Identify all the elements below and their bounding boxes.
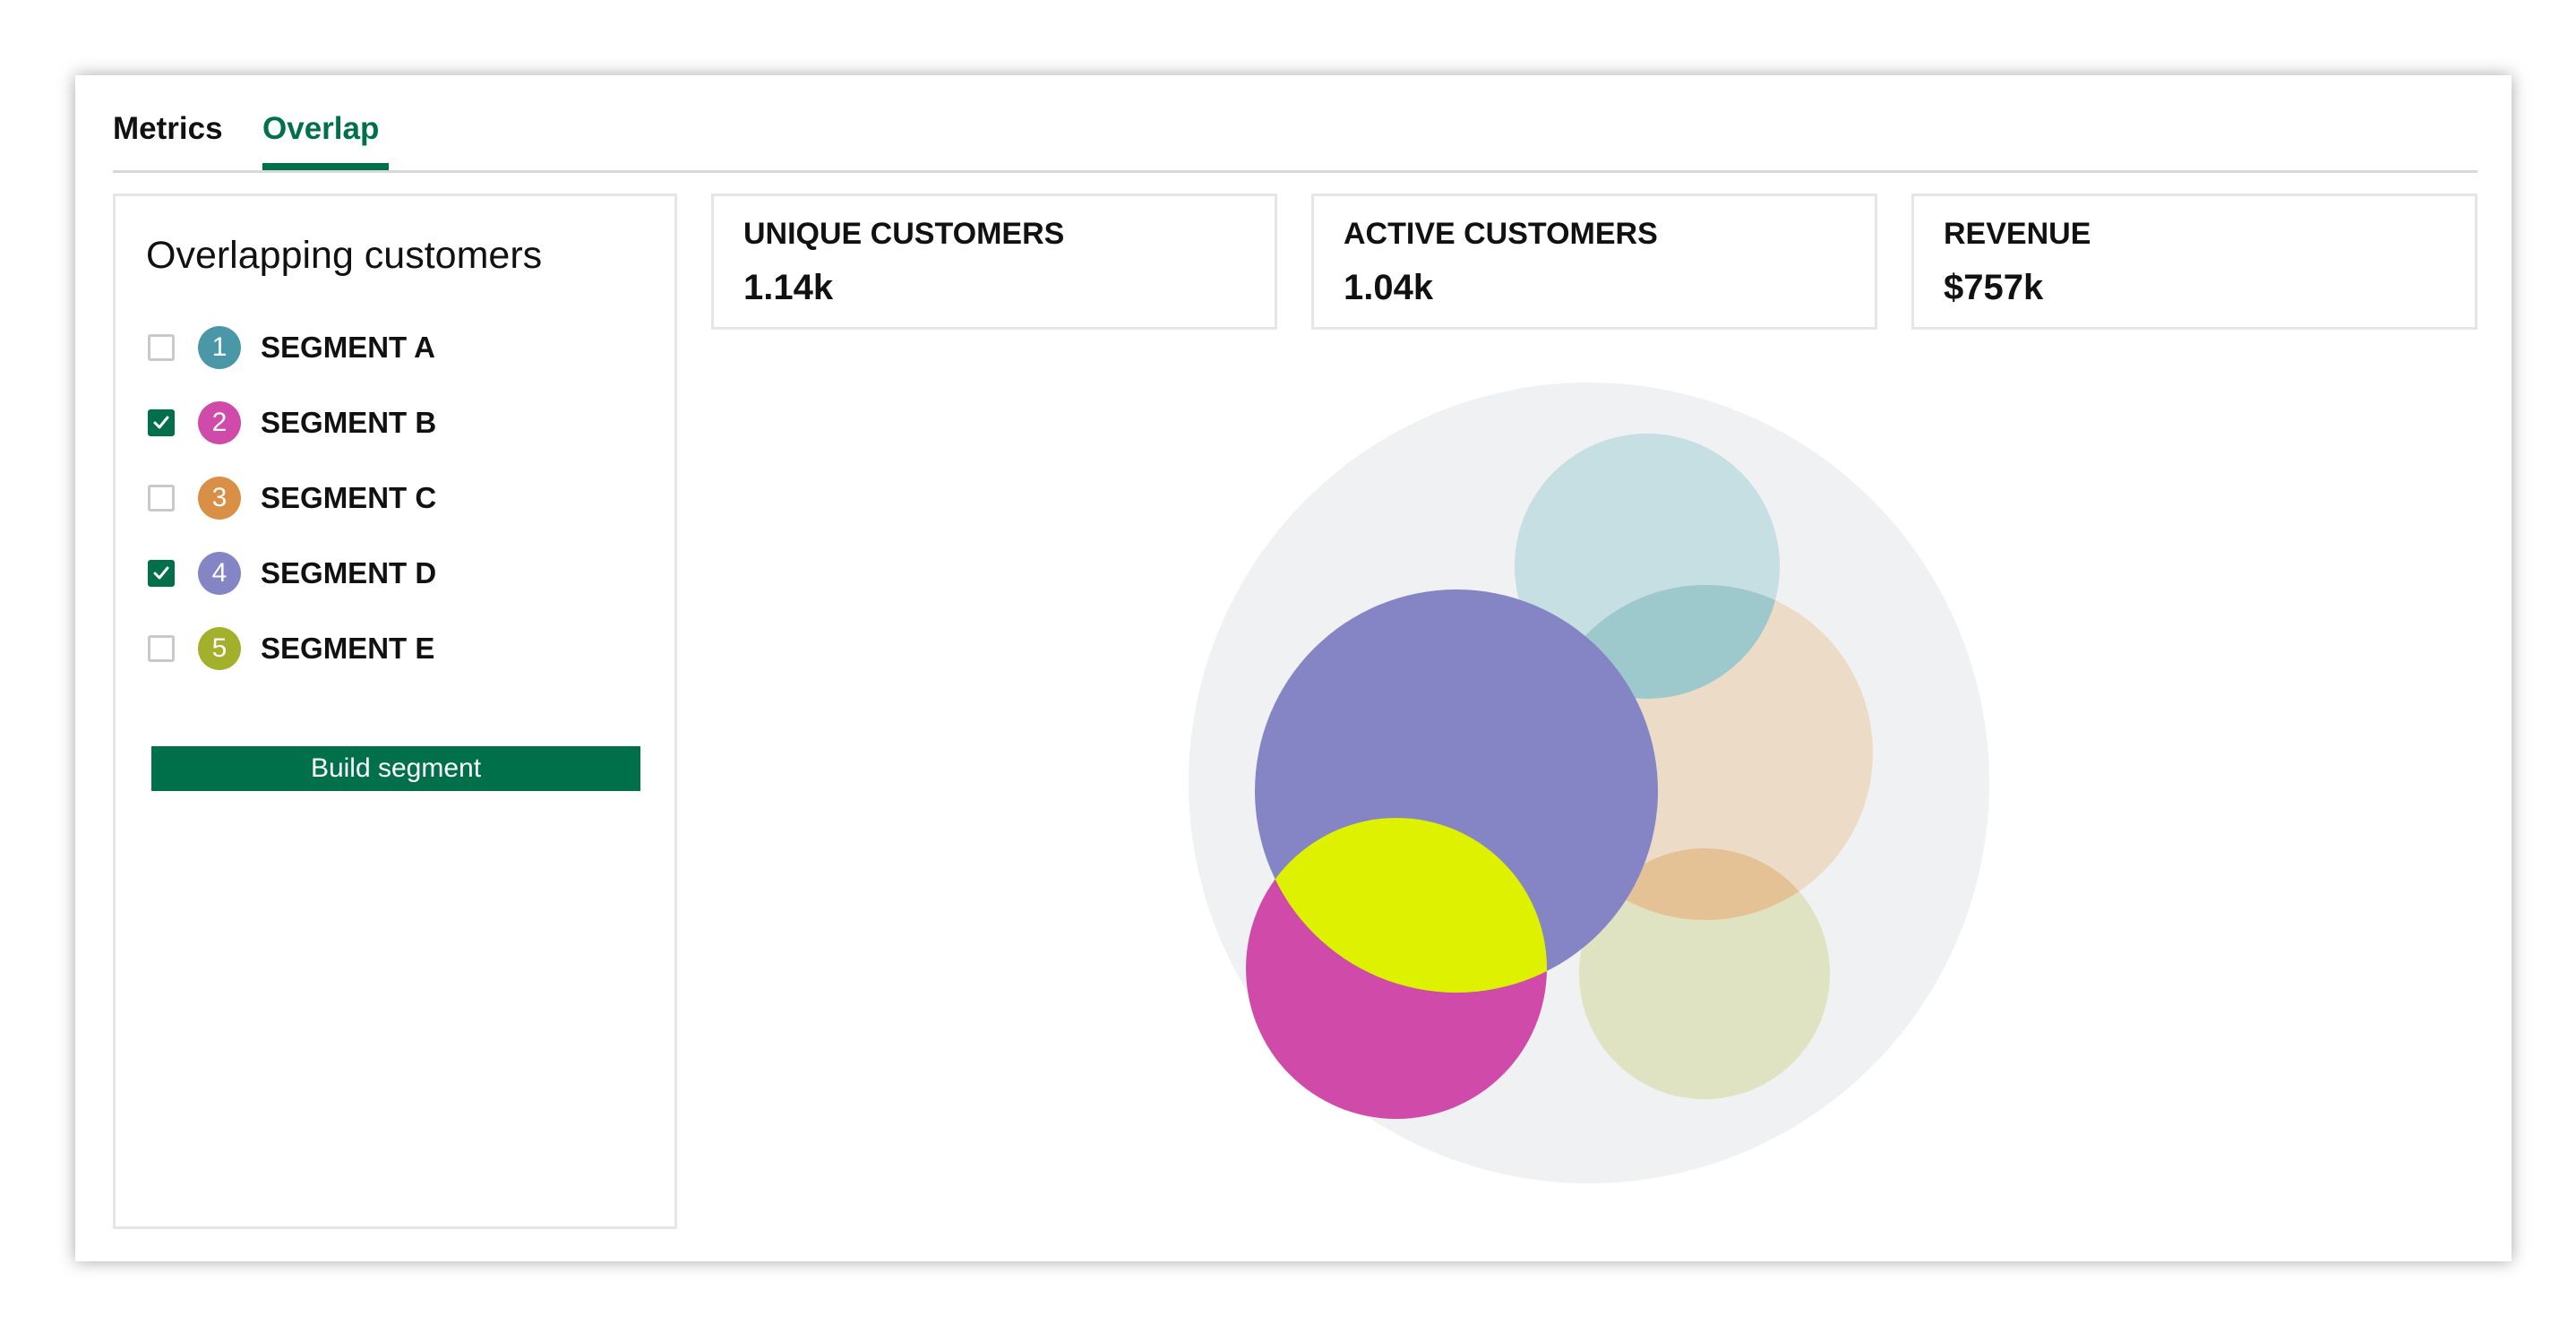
- panel-title: Overlapping customers: [146, 234, 543, 277]
- kpi-active-customers: ACTIVE CUSTOMERS 1.04k: [1311, 194, 1877, 330]
- segment-d-label: SEGMENT D: [261, 556, 437, 589]
- segment-d-checkbox[interactable]: [148, 560, 175, 587]
- build-segment-button[interactable]: Build segment: [151, 746, 640, 791]
- segment-panel: Overlapping customers 1 SEGMENT A 2 SEGM…: [113, 194, 677, 1229]
- kpi-value: $757k: [1944, 268, 2044, 307]
- kpi-value: 1.04k: [1344, 268, 1434, 307]
- segment-d-badge: 4: [198, 552, 241, 595]
- overlap-card: Metrics Overlap Overlapping customers 1 …: [75, 75, 2512, 1261]
- venn-overlap-b-d: [1255, 818, 1547, 993]
- segment-e-label: SEGMENT E: [261, 632, 435, 665]
- kpi-label: ACTIVE CUSTOMERS: [1344, 217, 1658, 251]
- kpi-label: REVENUE: [1944, 217, 2091, 251]
- kpi-revenue: REVENUE $757k: [1911, 194, 2477, 330]
- segment-b-badge: 2: [198, 401, 241, 444]
- segment-row-b[interactable]: 2 SEGMENT B: [148, 400, 614, 445]
- tab-metrics[interactable]: Metrics: [113, 111, 223, 146]
- segment-e-badge: 5: [198, 627, 241, 670]
- check-icon: [153, 416, 169, 429]
- segment-c-checkbox[interactable]: [148, 485, 175, 512]
- segment-row-c[interactable]: 3 SEGMENT C: [148, 476, 614, 520]
- segment-row-d[interactable]: 4 SEGMENT D: [148, 551, 614, 596]
- segment-a-badge: 1: [198, 326, 241, 369]
- tab-bar: Metrics Overlap: [113, 75, 2477, 173]
- segment-c-badge: 3: [198, 477, 241, 520]
- kpi-unique-customers: UNIQUE CUSTOMERS 1.14k: [711, 194, 1277, 330]
- venn-circle-segment-e: [1579, 848, 1830, 1099]
- segment-a-label: SEGMENT A: [261, 331, 435, 364]
- segment-c-label: SEGMENT C: [261, 481, 437, 514]
- kpi-value: 1.14k: [743, 268, 834, 307]
- segment-a-checkbox[interactable]: [148, 334, 175, 361]
- segment-e-checkbox[interactable]: [148, 635, 175, 662]
- segment-row-e[interactable]: 5 SEGMENT E: [148, 626, 614, 671]
- active-tab-indicator: [262, 163, 389, 170]
- segment-row-a[interactable]: 1 SEGMENT A: [148, 325, 614, 370]
- overlap-venn-diagram: [1189, 383, 1989, 1183]
- tab-overlap[interactable]: Overlap: [262, 111, 380, 146]
- segment-b-checkbox[interactable]: [148, 409, 175, 436]
- check-icon: [153, 566, 169, 580]
- segment-b-label: SEGMENT B: [261, 406, 437, 439]
- kpi-label: UNIQUE CUSTOMERS: [743, 217, 1065, 251]
